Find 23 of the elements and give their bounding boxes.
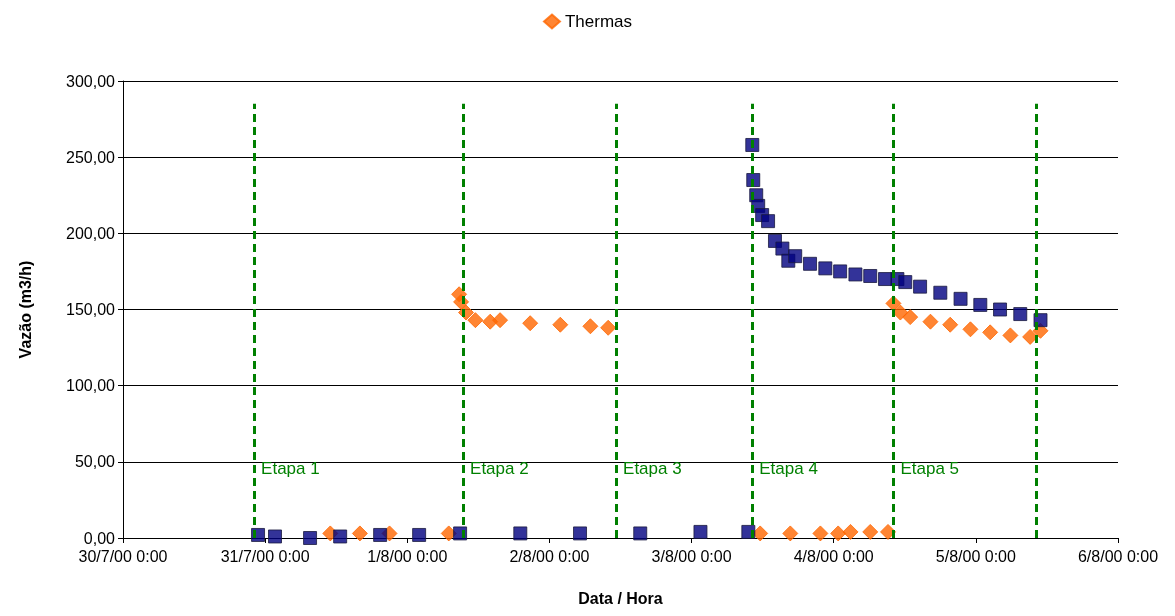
legend-label: Thermas — [564, 12, 633, 31]
y-tick-label: 50,00 — [74, 453, 116, 471]
x-axis-title: Data / Hora — [578, 589, 663, 607]
ref-line-label: Etapa 5 — [900, 459, 960, 478]
y-tick-label: 100,00 — [66, 377, 116, 395]
x-tick-label: 4/8/00 0:00 — [793, 547, 874, 565]
x-tick-label: 31/7/00 0:00 — [220, 547, 310, 565]
y-tick-label: 0,00 — [83, 529, 116, 547]
y-tick-label: 300,00 — [66, 72, 116, 90]
x-tick-label: 30/7/00 0:00 — [78, 547, 168, 565]
ref-line-label: Etapa 2 — [470, 459, 529, 478]
ref-line-label: Etapa 1 — [261, 459, 320, 478]
x-tick-label: 6/8/00 0:00 — [1077, 547, 1159, 565]
x-tick-label: 3/8/00 0:00 — [651, 547, 732, 565]
x-tick-label: 2/8/00 0:00 — [509, 547, 590, 565]
y-tick-label: 150,00 — [66, 301, 116, 318]
y-axis-title: Vazão (m3/h) — [16, 260, 34, 359]
y-tick-label: 200,00 — [66, 224, 116, 242]
y-tick-label: 250,00 — [66, 148, 116, 166]
ref-line-label: Etapa 3 — [623, 459, 682, 478]
x-tick-label: 5/8/00 0:00 — [935, 547, 1016, 565]
ref-line-label: Etapa 4 — [759, 459, 818, 478]
x-tick-label: 1/8/00 0:00 — [367, 547, 448, 565]
